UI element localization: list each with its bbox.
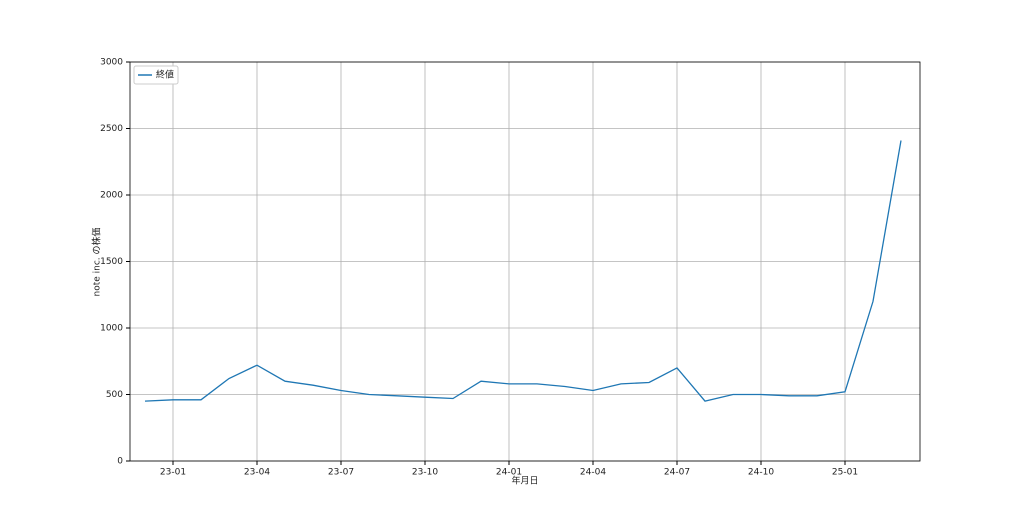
plot-frame xyxy=(129,61,921,462)
x-tick-label: 24-01 xyxy=(496,468,522,478)
y-tick-label: 3000 xyxy=(100,58,123,68)
x-tick-label: 24-07 xyxy=(664,468,690,478)
x-tick-label: 24-10 xyxy=(748,468,774,478)
y-tick-label: 1000 xyxy=(100,324,123,334)
x-tick-label: 24-04 xyxy=(580,468,606,478)
y-tick-label: 500 xyxy=(106,390,123,400)
x-tick-label: 23-10 xyxy=(412,468,438,478)
x-tick-label: 25-01 xyxy=(832,468,858,478)
x-tick-label: 23-04 xyxy=(244,468,270,478)
x-axis-label: 年月日 xyxy=(511,475,538,487)
y-axis-label: note inc. の株価 xyxy=(91,227,103,296)
legend-label: 終値 xyxy=(156,69,174,81)
y-tick-label: 2500 xyxy=(100,124,123,134)
price-line xyxy=(144,140,902,402)
y-tick-label: 2000 xyxy=(100,191,123,201)
legend-box xyxy=(133,65,179,85)
x-tick-label: 23-07 xyxy=(328,468,354,478)
x-tick-label: 23-01 xyxy=(160,468,186,478)
y-tick-label: 1500 xyxy=(100,257,123,267)
y-tick-label: 0 xyxy=(117,457,123,467)
legend: 終値 xyxy=(133,65,179,85)
